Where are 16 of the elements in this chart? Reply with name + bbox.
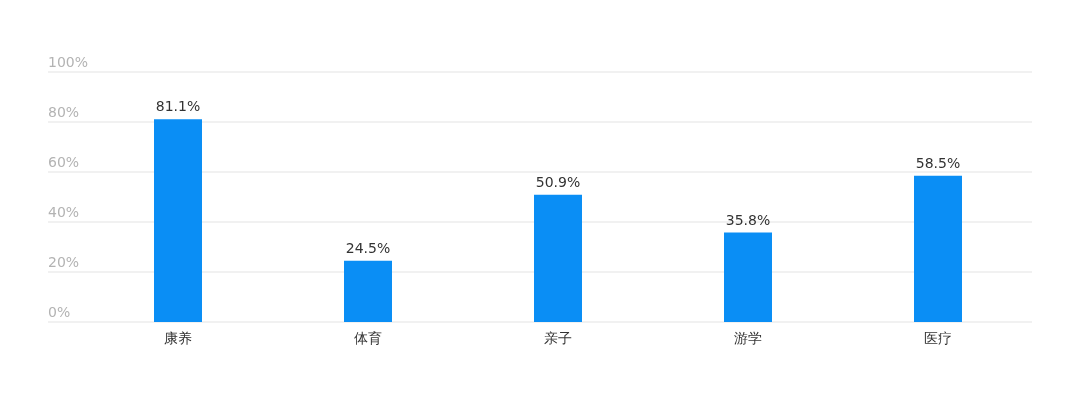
data-label: 58.5% <box>915 154 961 171</box>
x-tick-label: 游学 <box>734 330 762 346</box>
data-label: 24.5% <box>345 239 391 256</box>
y-tick-label: 40% <box>48 204 80 220</box>
x-tick-label: 体育 <box>354 330 382 346</box>
y-tick-label: 0% <box>48 304 71 320</box>
x-tick-label: 医疗 <box>924 330 952 346</box>
x-tick-label: 康养 <box>164 330 192 346</box>
y-tick-label: 60% <box>48 154 80 170</box>
y-tick-label: 20% <box>48 254 80 270</box>
x-tick-label: 亲子 <box>544 330 572 346</box>
data-label: 50.9% <box>535 173 581 190</box>
data-label: 35.8% <box>725 211 771 228</box>
y-tick-label: 80% <box>48 104 80 120</box>
data-label: 81.1% <box>155 98 201 115</box>
y-tick-label: 100% <box>48 54 89 70</box>
